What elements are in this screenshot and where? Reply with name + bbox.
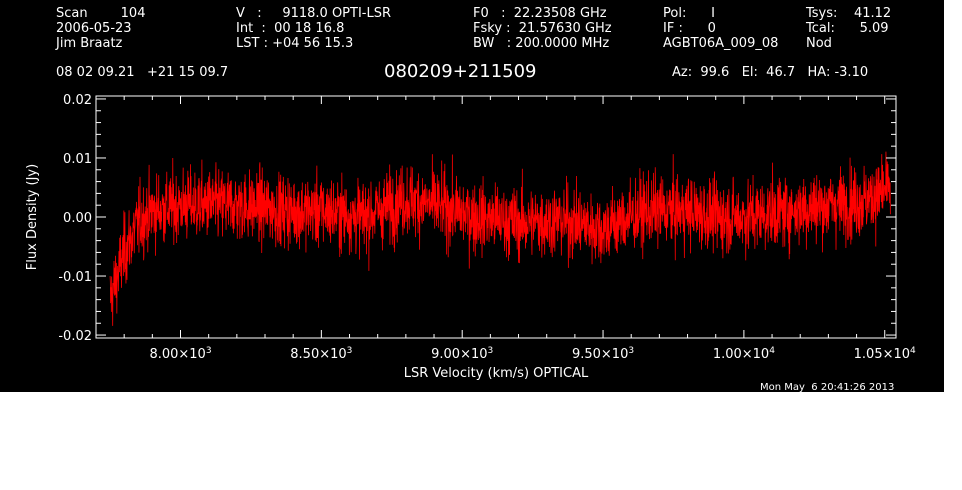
header-procedure: Nod — [806, 36, 832, 51]
x-tick-label: 9.00×103 — [431, 346, 493, 362]
header-velocity: V : 9118.0 OPTI-LSR — [236, 6, 392, 21]
header-integration: Int : 00 18 16.8 — [236, 21, 345, 36]
x-tick-label: 8.50×103 — [290, 346, 352, 362]
y-tick-label: 0.02 — [63, 93, 92, 108]
header-tcal: Tcal: 5.09 — [806, 21, 889, 36]
y-tick-label: 0.01 — [63, 152, 92, 167]
x-tick-label: 1.05×104 — [854, 346, 916, 362]
header-fsky: Fsky : 21.57630 GHz — [473, 21, 612, 36]
y-axis-label: Flux Density (Jy) — [25, 164, 40, 270]
header-lst: LST : +04 56 15.3 — [236, 36, 354, 51]
header-tsys: Tsys: 41.12 — [806, 6, 892, 21]
spectrum-trace — [109, 151, 891, 326]
plot-panel: Scan 104 2006-05-23 Jim Braatz V : 9118.… — [0, 0, 944, 392]
header-project: AGBT06A_009_08 — [663, 36, 779, 51]
header-bw: BW : 200.0000 MHz — [473, 36, 610, 51]
x-tick-label: 1.00×104 — [713, 346, 775, 362]
x-tick-label: 8.00×103 — [149, 346, 211, 362]
x-axis-label: LSR Velocity (km/s) OPTICAL — [404, 366, 589, 381]
header-date: 2006-05-23 — [56, 21, 132, 36]
header-coordinates: 08 02 09.21 +21 15 09.7 — [56, 65, 229, 80]
header-f0: F0 : 22.23508 GHz — [473, 6, 607, 21]
y-tick-label: 0.00 — [63, 211, 92, 226]
y-tick-label: -0.01 — [58, 270, 92, 285]
x-tick-label: 9.50×103 — [572, 346, 634, 362]
header-pointing: Az: 99.6 El: 46.7 HA: -3.10 — [672, 65, 869, 80]
spectrum-chart: 8.00×103 8.50×103 9.00×103 9.50×103 1.00×104… — [25, 93, 916, 381]
plot-timestamp: Mon May 6 20:41:26 2013 — [760, 382, 895, 392]
source-name: 080209+211509 — [384, 61, 537, 82]
header-observer: Jim Braatz — [56, 36, 123, 51]
header-pol: Pol: I — [663, 6, 715, 21]
header-if: IF : 0 — [663, 21, 716, 36]
y-tick-label: -0.02 — [58, 329, 92, 344]
header-scan: Scan 104 — [56, 6, 146, 21]
